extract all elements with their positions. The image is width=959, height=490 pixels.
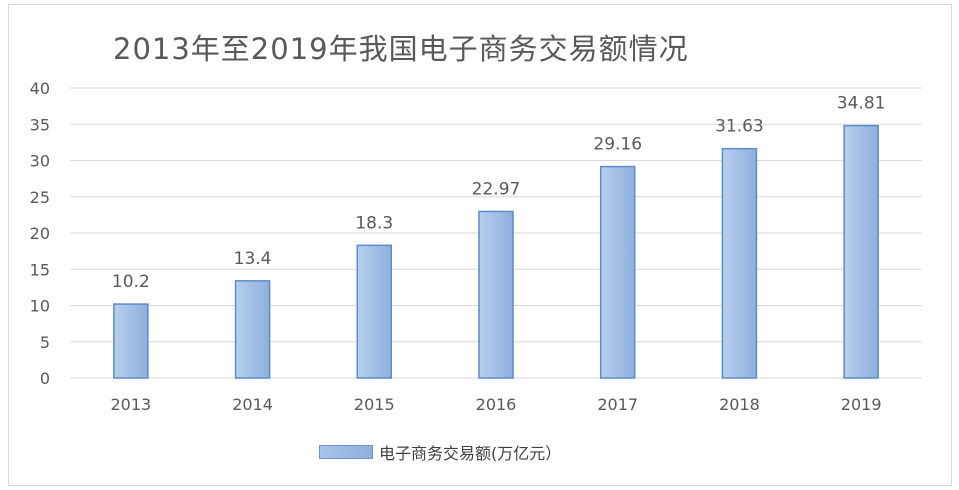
x-tick-label-2014: 2014 [232, 395, 273, 414]
x-axis-ticks: 2013 2014 2015 2016 2017 2018 2019 [110, 395, 881, 414]
data-label-2013: 10.2 [112, 272, 150, 292]
y-tick-label: 35 [30, 115, 50, 134]
data-label-2017: 29.16 [593, 135, 642, 155]
bar-2015 [356, 244, 393, 379]
data-label-2019: 34.81 [837, 94, 886, 114]
bars [113, 124, 879, 379]
bar-2014 [234, 280, 271, 379]
y-tick-label: 20 [30, 224, 50, 243]
bar-2017 [599, 165, 636, 379]
data-labels: 10.2 13.4 18.3 22.97 29.16 31.63 34.81 [112, 94, 886, 292]
y-tick-label: 15 [30, 260, 50, 279]
legend: 电子商务交易额(万亿元） [319, 440, 561, 464]
x-tick-label-2019: 2019 [841, 395, 882, 414]
x-tick-label-2013: 2013 [110, 395, 151, 414]
y-tick-label: 0 [40, 369, 50, 388]
y-tick-label: 30 [30, 152, 50, 171]
data-label-2014: 13.4 [234, 249, 272, 269]
legend-label: 电子商务交易额(万亿元） [379, 444, 562, 463]
x-tick-label-2018: 2018 [719, 395, 760, 414]
chart-title: 2013年至2019年我国电子商务交易额情况 [113, 32, 689, 66]
data-label-2018: 31.63 [715, 117, 764, 137]
bar-2018 [721, 147, 758, 379]
x-tick-label-2016: 2016 [476, 395, 517, 414]
x-tick-label-2017: 2017 [597, 395, 638, 414]
bar-2013 [113, 303, 149, 379]
y-axis-ticks: 0 5 10 15 20 25 30 35 40 [30, 79, 50, 388]
y-tick-label: 5 [40, 333, 50, 352]
y-tick-label: 25 [30, 188, 50, 207]
legend-swatch [319, 445, 373, 459]
bar-2019 [843, 124, 879, 379]
y-tick-label: 10 [30, 297, 50, 316]
data-label-2015: 18.3 [355, 213, 393, 233]
data-label-2016: 22.97 [472, 179, 521, 199]
bar-2016 [478, 210, 514, 379]
y-tick-label: 40 [30, 79, 50, 98]
x-tick-label-2015: 2015 [354, 395, 395, 414]
